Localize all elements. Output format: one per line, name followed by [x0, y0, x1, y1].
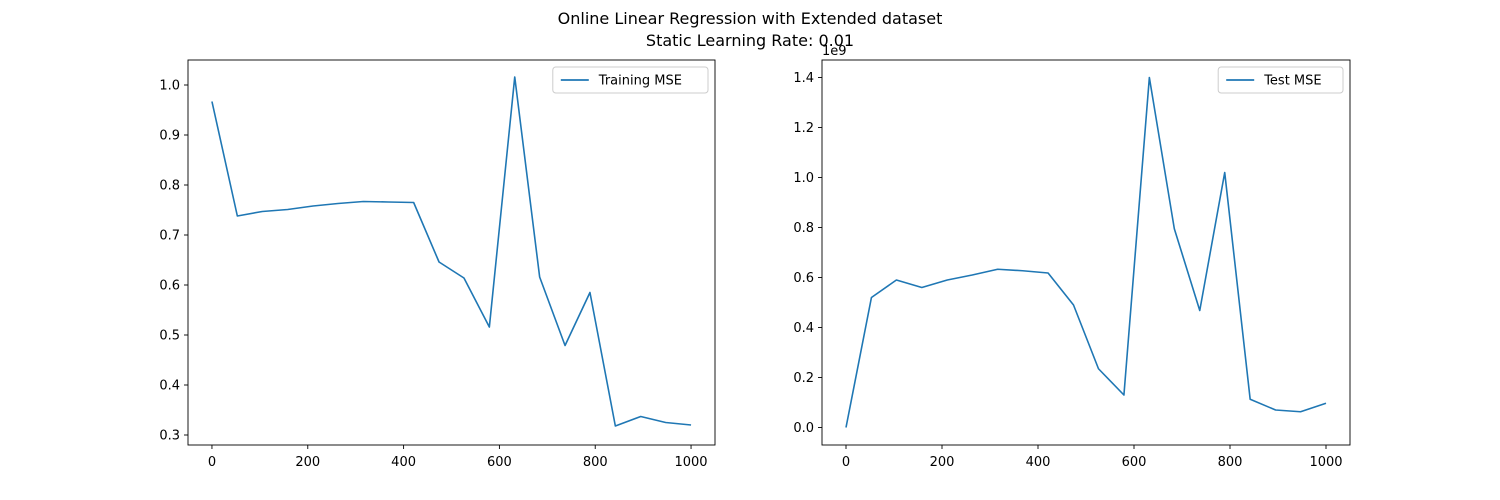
y-tick-label: 0.4: [793, 321, 814, 336]
x-tick-label: 400: [1026, 455, 1051, 470]
legend-box: [1217, 66, 1344, 94]
y-tick-label: 0.6: [793, 271, 814, 286]
y-tick-label: 0.8: [793, 221, 814, 236]
x-tick-label: 1000: [674, 455, 707, 470]
legend-label: Training MSE: [598, 74, 682, 89]
figure-title-line2: Static Learning Rate: 0.01: [646, 31, 854, 50]
x-tick-label: 800: [583, 455, 608, 470]
y-tick-label: 0.0: [793, 421, 814, 436]
y-tick-label: 1.0: [793, 171, 814, 186]
y-tick-label: 0.6: [159, 279, 180, 294]
x-tick-label: 400: [391, 455, 416, 470]
legend: Training MSE: [552, 66, 709, 94]
axes-frame: [821, 59, 1351, 446]
x-tick-label: 200: [930, 455, 955, 470]
y-tick-label: 1.0: [159, 79, 180, 94]
y-tick-label: 1.2: [793, 121, 814, 136]
axes-frame: [187, 59, 716, 446]
figure-title-line1: Online Linear Regression with Extended d…: [558, 9, 943, 28]
y-tick-label: 0.2: [793, 371, 814, 386]
legend-label: Test MSE: [1263, 74, 1321, 89]
x-tick-label: 600: [487, 455, 512, 470]
series-line-0-0: [211, 76, 692, 427]
x-tick-label: 0: [208, 455, 216, 470]
y-tick-label: 0.5: [159, 329, 180, 344]
y-tick-label: 0.7: [159, 229, 180, 244]
series-line-1-0: [845, 76, 1327, 428]
y-tick-label: 0.9: [159, 129, 180, 144]
legend: Test MSE: [1217, 66, 1344, 94]
y-tick-label: 1.4: [793, 71, 814, 86]
x-tick-label: 0: [842, 455, 850, 470]
y-tick-label: 0.3: [159, 429, 180, 444]
test-mse-chart: 0 200 400 600 800 1000 0.0 0.2 0.4 0.6 0.8 1.0 1.2 1.…: [793, 44, 1351, 470]
y-tick-label: 0.4: [159, 379, 180, 394]
x-tick-label: 800: [1218, 455, 1243, 470]
training-mse-chart: 0 200 400 600 800 1000 0.3 0.4 0.5 0.6 0.7 0.8 0.9 1.…: [159, 59, 716, 470]
x-tick-label: 600: [1122, 455, 1147, 470]
legend-box: [552, 66, 709, 94]
x-tick-label: 200: [295, 455, 320, 470]
y-tick-label: 0.8: [159, 179, 180, 194]
y-offset-label: 1e9: [822, 44, 847, 59]
x-tick-label: 1000: [1309, 455, 1342, 470]
